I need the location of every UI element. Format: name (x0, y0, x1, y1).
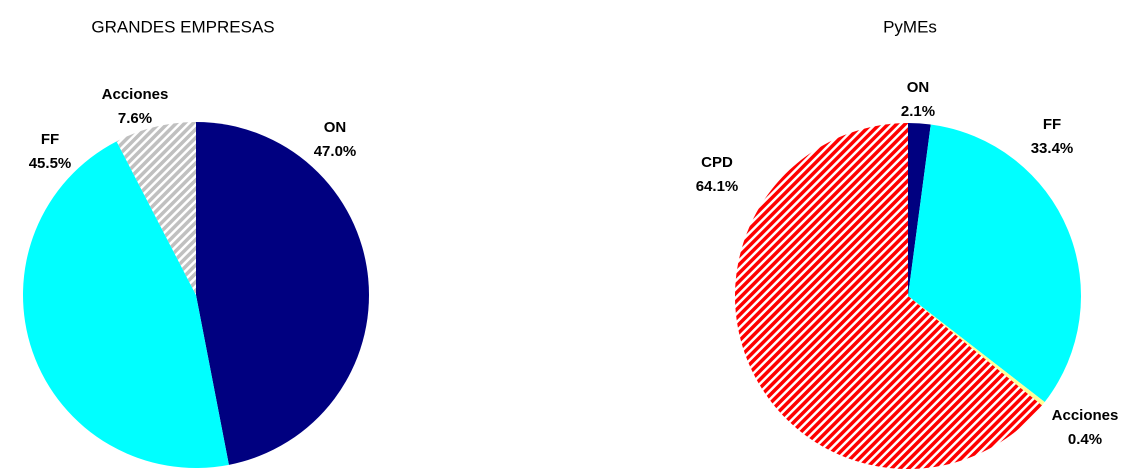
chart-title: GRANDES EMPRESAS (91, 17, 274, 36)
slice-label: Acciones (102, 86, 169, 103)
pie-slice (908, 296, 1045, 406)
pie-slice (22, 141, 229, 468)
slice-label: Acciones (1052, 407, 1119, 424)
slice-value-label: 2.1% (901, 103, 935, 120)
slice-label: ON (907, 79, 930, 96)
slice-value-label: 64.1% (696, 178, 739, 195)
pie-slice (908, 123, 931, 296)
slice-value-label: 7.6% (118, 110, 152, 127)
slice-value-label: 47.0% (314, 143, 357, 160)
slice-label: CPD (701, 154, 733, 171)
pie-slice (735, 123, 1042, 469)
pie-slice (196, 122, 370, 465)
slice-label: ON (324, 119, 347, 136)
slice-value-label: 33.4% (1031, 140, 1074, 157)
slice-value-label: 0.4% (1068, 431, 1102, 448)
chart-title: PyMEs (883, 17, 937, 36)
slice-label: FF (1043, 116, 1061, 133)
pie-slice (116, 122, 196, 295)
slice-label: FF (41, 131, 59, 148)
slice-value-label: 45.5% (29, 155, 72, 172)
pie-slice (908, 124, 1081, 403)
